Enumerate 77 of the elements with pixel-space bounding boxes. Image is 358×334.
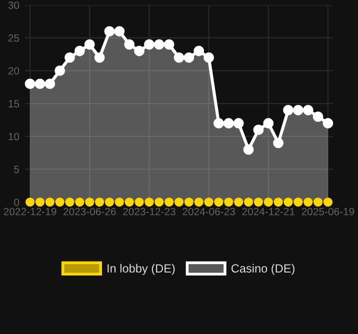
y-tick-label: 5 [14, 166, 20, 174]
point [124, 198, 134, 207]
point [233, 118, 244, 128]
point [292, 104, 304, 116]
point [304, 198, 313, 207]
point [273, 138, 284, 148]
point [84, 39, 95, 50]
point [254, 198, 263, 207]
point [104, 26, 115, 36]
point [214, 198, 224, 207]
y-tick-label: 10 [8, 132, 20, 140]
point [85, 198, 94, 207]
point [274, 198, 283, 207]
point [322, 118, 334, 128]
point [194, 46, 204, 56]
y-tick-label: 0 [14, 198, 20, 206]
y-tick-label: 15 [8, 100, 20, 108]
point [263, 118, 274, 128]
point [24, 78, 36, 90]
y-tick-label: 25 [8, 34, 20, 42]
point [323, 198, 332, 207]
point [144, 39, 154, 50]
legend-label: In lobby (DE) [108, 264, 175, 275]
point [264, 198, 273, 207]
x-tick-label: 2025-06-19 [302, 208, 354, 216]
point [44, 78, 56, 90]
point [253, 124, 264, 136]
x-tick-label: 2023-12-23 [123, 208, 176, 216]
point [114, 198, 124, 207]
point [223, 118, 234, 128]
point [54, 65, 66, 76]
point [184, 52, 194, 63]
x-tick-label: 2023-06-26 [64, 208, 116, 216]
point [283, 104, 294, 116]
point [284, 198, 293, 207]
point [224, 198, 234, 207]
x-tick-label: 2024-12-21 [242, 208, 295, 216]
point [26, 198, 35, 207]
x-tick-label: 2024-06-23 [182, 208, 235, 216]
legend-label: Casino (DE) [231, 264, 294, 275]
point [65, 198, 74, 207]
point [314, 198, 323, 207]
y-tick-label: 30 [8, 2, 20, 9]
point [302, 104, 314, 116]
point [134, 198, 144, 207]
point [95, 198, 104, 207]
point [204, 52, 214, 63]
point [164, 39, 174, 50]
point [243, 144, 254, 155]
point [75, 198, 84, 207]
point [94, 52, 105, 63]
point [164, 198, 174, 207]
point [114, 26, 125, 36]
point [312, 111, 324, 122]
point [144, 198, 154, 207]
point [204, 198, 214, 207]
point [74, 46, 85, 56]
point [244, 198, 254, 207]
point [154, 198, 164, 207]
point [35, 198, 44, 207]
point [234, 198, 244, 207]
point [34, 78, 46, 90]
y-tick-label: 20 [8, 67, 20, 75]
point [194, 198, 204, 207]
point [294, 198, 303, 207]
point [184, 198, 194, 207]
point [124, 39, 135, 50]
point [214, 118, 224, 128]
point [134, 46, 144, 56]
point [174, 52, 184, 63]
point [64, 52, 75, 63]
point [174, 198, 184, 207]
point [45, 198, 54, 207]
point [55, 198, 64, 207]
point [154, 39, 164, 50]
point [104, 198, 114, 207]
x-tick-label: 2022-12-19 [4, 208, 56, 216]
